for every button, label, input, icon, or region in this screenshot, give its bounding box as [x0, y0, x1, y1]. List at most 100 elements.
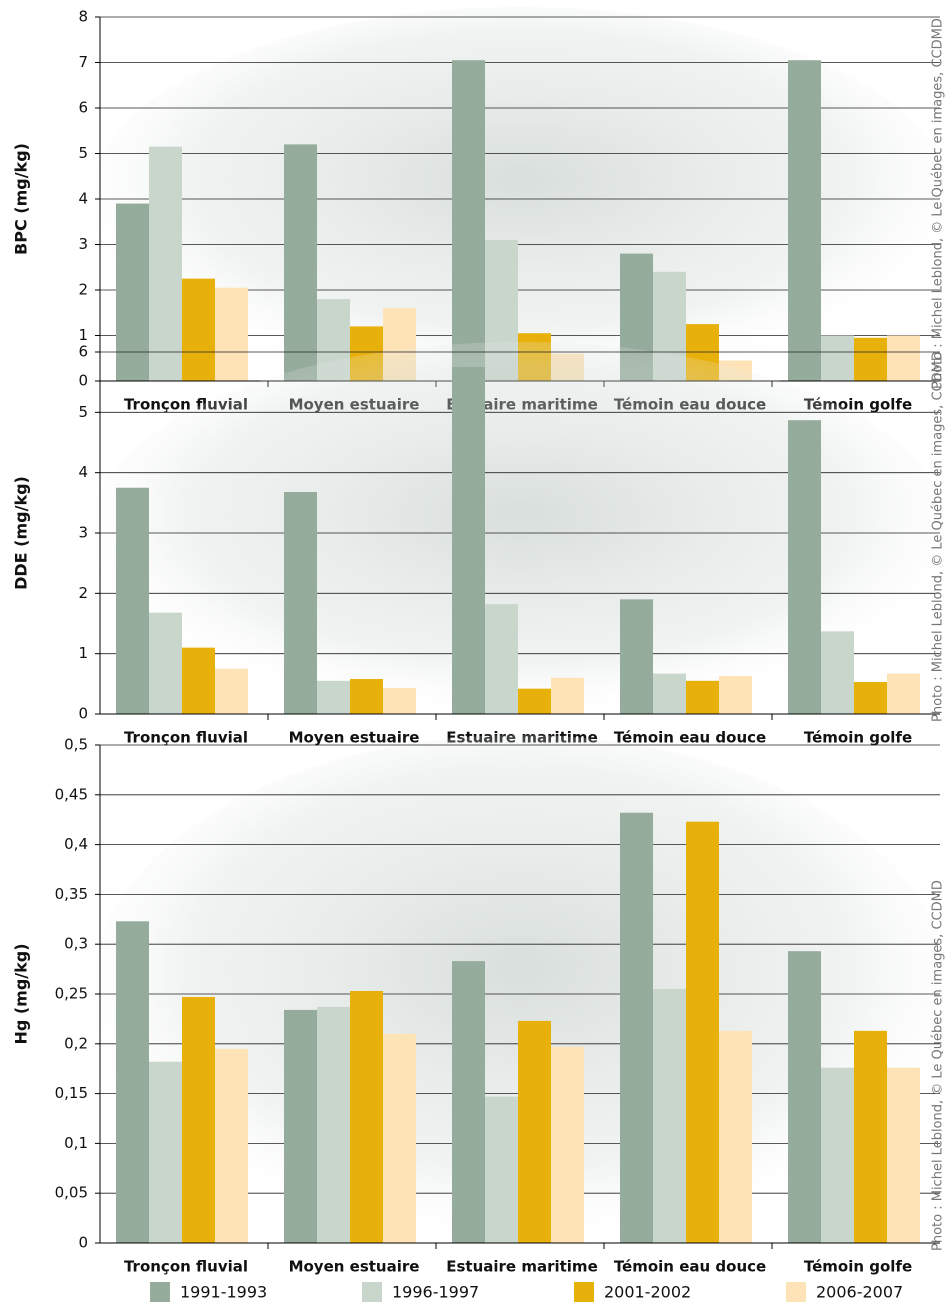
bar	[887, 336, 920, 382]
bar	[317, 681, 350, 714]
bar	[149, 1062, 182, 1243]
bar	[215, 669, 248, 714]
bar	[383, 688, 416, 714]
photo-credit: Photo : Michel Leblond, © Le Québec en i…	[931, 351, 946, 722]
bar	[788, 420, 821, 714]
legend-label: 1991-1993	[180, 1283, 267, 1302]
bar	[149, 147, 182, 381]
bar	[518, 689, 551, 714]
legend-swatch	[150, 1282, 170, 1302]
bar	[887, 674, 920, 714]
bar	[788, 951, 821, 1243]
bar	[653, 989, 686, 1243]
y-tick-label: 0	[78, 372, 88, 390]
bar	[854, 338, 887, 381]
y-tick-label: 7	[78, 53, 88, 71]
bar	[149, 613, 182, 714]
y-tick-label: 4	[78, 463, 88, 481]
bar	[551, 1047, 584, 1243]
bar	[284, 1010, 317, 1243]
y-tick-label: 5	[78, 403, 88, 421]
y-tick-label: 6	[78, 99, 88, 117]
y-tick-label: 0,3	[64, 935, 88, 953]
bar	[854, 1031, 887, 1243]
y-axis-label: BPC (mg/kg)	[12, 143, 31, 255]
photo-credit: Photo : Michel Leblond, © Le Québec en i…	[931, 18, 946, 389]
chart-page: 0 1 2 3 4 5 6 7 8 Tronçon fluvial Moyen estuaire Es…	[0, 0, 948, 1306]
bar	[485, 604, 518, 714]
y-tick-label: 4	[78, 190, 88, 208]
bar	[182, 997, 215, 1243]
photo-credit: Photo : Michel Leblond, © Le Québec en i…	[931, 880, 946, 1251]
bar	[116, 488, 149, 714]
y-tick-label: 0,5	[64, 736, 88, 754]
legend-label: 2006-2007	[816, 1283, 903, 1302]
y-tick-label: 0,4	[64, 835, 88, 853]
legend-swatch	[362, 1282, 382, 1302]
y-tick-label: 3	[78, 235, 88, 253]
bar	[719, 1031, 752, 1243]
y-tick-label: 8	[78, 8, 88, 26]
bar	[686, 681, 719, 714]
bar	[887, 1068, 920, 1243]
y-tick-label: 0,25	[55, 985, 88, 1003]
y-axis-label: DDE (mg/kg)	[12, 476, 31, 590]
y-tick-label: 0,05	[55, 1184, 88, 1202]
bar	[215, 1049, 248, 1243]
y-tick-label: 5	[78, 144, 88, 162]
y-tick-label: 2	[78, 584, 88, 602]
y-tick-label: 0	[78, 1234, 88, 1252]
x-tick-label: Moyen estuaire	[289, 729, 420, 747]
bar	[452, 961, 485, 1243]
bar	[485, 1097, 518, 1243]
y-tick-label: 0,45	[55, 785, 88, 803]
x-tick-label: Témoin golfe	[804, 729, 912, 747]
x-tick-label: Tronçon fluvial	[124, 1258, 248, 1276]
x-tick-label: Témoin eau douce	[614, 729, 766, 747]
bar	[821, 336, 854, 382]
legend-label: 1996-1997	[392, 1283, 479, 1302]
y-tick-label: 0,2	[64, 1034, 88, 1052]
bar	[350, 679, 383, 714]
bar	[182, 648, 215, 714]
bar	[284, 144, 317, 381]
x-tick-label: Témoin eau douce	[614, 1258, 766, 1276]
y-tick-label: 1	[78, 644, 88, 662]
bar	[788, 60, 821, 381]
bar	[653, 674, 686, 714]
bar	[620, 599, 653, 714]
bar	[116, 204, 149, 381]
x-tick-label: Tronçon fluvial	[124, 729, 248, 747]
bar	[620, 813, 653, 1243]
y-tick-label: 2	[78, 281, 88, 299]
bar	[350, 991, 383, 1243]
bar	[821, 1068, 854, 1243]
y-tick-label: 6	[78, 343, 88, 361]
bar	[383, 1034, 416, 1243]
y-tick-label: 0	[78, 705, 88, 723]
bar	[182, 279, 215, 381]
bar	[452, 367, 485, 714]
legend-swatch	[786, 1282, 806, 1302]
legend-swatch	[574, 1282, 594, 1302]
x-tick-label: Moyen estuaire	[289, 1258, 420, 1276]
bar	[719, 676, 752, 714]
bar	[518, 1021, 551, 1243]
bar	[284, 492, 317, 714]
y-tick-label: 3	[78, 524, 88, 542]
y-tick-label: 0,1	[64, 1134, 88, 1152]
y-axis-label: Hg (mg/kg)	[12, 943, 31, 1044]
bar	[317, 1007, 350, 1243]
y-tick-label: 0,15	[55, 1084, 88, 1102]
bar	[854, 682, 887, 714]
y-tick-label: 0,35	[55, 885, 88, 903]
bar	[686, 822, 719, 1243]
bar	[821, 631, 854, 714]
bar	[215, 288, 248, 381]
bar	[116, 921, 149, 1243]
bar	[452, 60, 485, 381]
x-tick-label: Témoin golfe	[804, 1258, 912, 1276]
legend-label: 2001-2002	[604, 1283, 691, 1302]
bar	[551, 678, 584, 714]
x-tick-label: Estuaire maritime	[446, 1258, 598, 1276]
